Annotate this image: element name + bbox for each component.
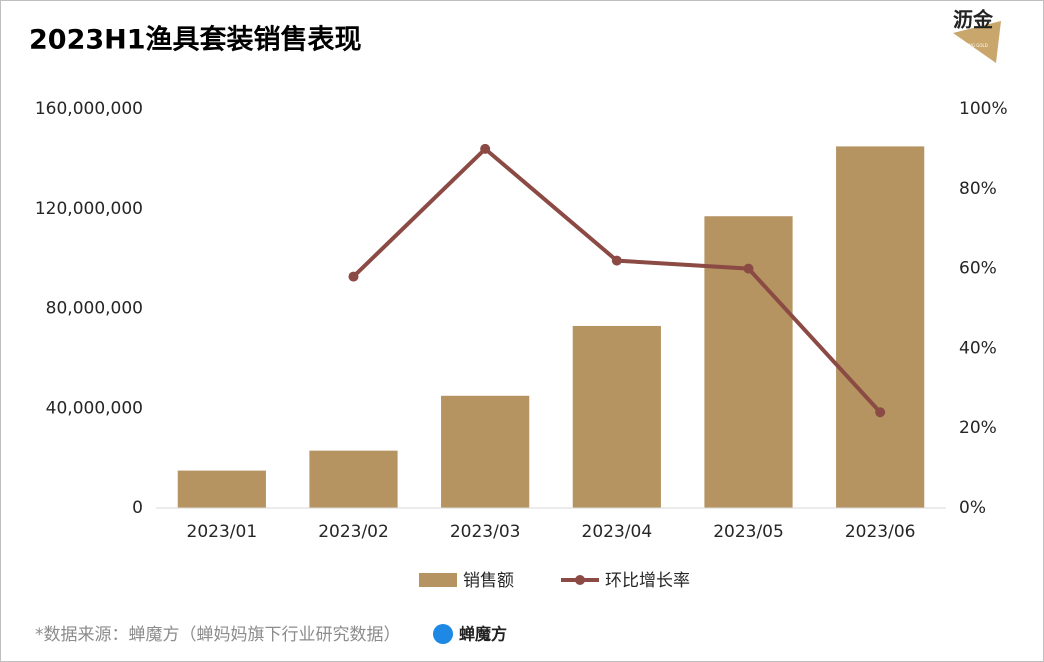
logo: 沥金 FINDING GOLD <box>953 8 1001 63</box>
y-tick-label: 40,000,000 <box>46 398 143 418</box>
y2-tick-label: 40% <box>959 338 997 358</box>
y2-tick-label: 0% <box>959 498 986 518</box>
bar <box>836 146 925 508</box>
logo-text: 沥金 <box>953 8 994 32</box>
bar <box>572 325 661 508</box>
logo-shape <box>953 21 1001 63</box>
y-tick-label: 120,000,000 <box>35 199 143 219</box>
logo-subtitle: FINDING GOLD <box>958 43 988 48</box>
x-tick-label: 2023/03 <box>450 522 521 542</box>
line-marker <box>611 255 622 266</box>
line-marker <box>348 271 359 282</box>
bar <box>177 470 266 508</box>
y2-tick-label: 80% <box>959 179 997 199</box>
bar <box>441 395 530 508</box>
x-tick-label: 2023/01 <box>187 522 258 542</box>
x-tick-label: 2023/02 <box>318 522 389 542</box>
legend-label: 销售额 <box>463 571 514 591</box>
bar <box>309 450 398 508</box>
y-tick-label: 160,000,000 <box>35 99 143 119</box>
legend-label: 环比增长率 <box>605 571 690 591</box>
bar <box>704 216 793 508</box>
source: *数据来源：蝉魔方（蝉妈妈旗下行业研究数据） <box>35 625 401 645</box>
x-tick-label: 2023/04 <box>582 522 653 542</box>
chart-title: 2023H1渔具套装销售表现 <box>29 24 362 56</box>
line-marker <box>875 407 886 418</box>
line-marker <box>743 263 754 274</box>
y-tick-label: 80,000,000 <box>46 299 143 319</box>
line-marker <box>480 143 491 154</box>
x-tick-label: 2023/05 <box>713 522 784 542</box>
y2-tick-label: 60% <box>959 259 997 279</box>
y-tick-label: 0 <box>132 498 143 518</box>
legend-swatch-marker <box>575 575 585 585</box>
x-tick-label: 2023/06 <box>845 522 916 542</box>
y2-tick-label: 100% <box>959 99 1008 119</box>
source-logo: 蝉魔方 <box>459 625 507 644</box>
source-logo-icon <box>433 624 453 644</box>
legend-swatch <box>419 573 457 587</box>
y2-tick-label: 20% <box>959 418 997 438</box>
